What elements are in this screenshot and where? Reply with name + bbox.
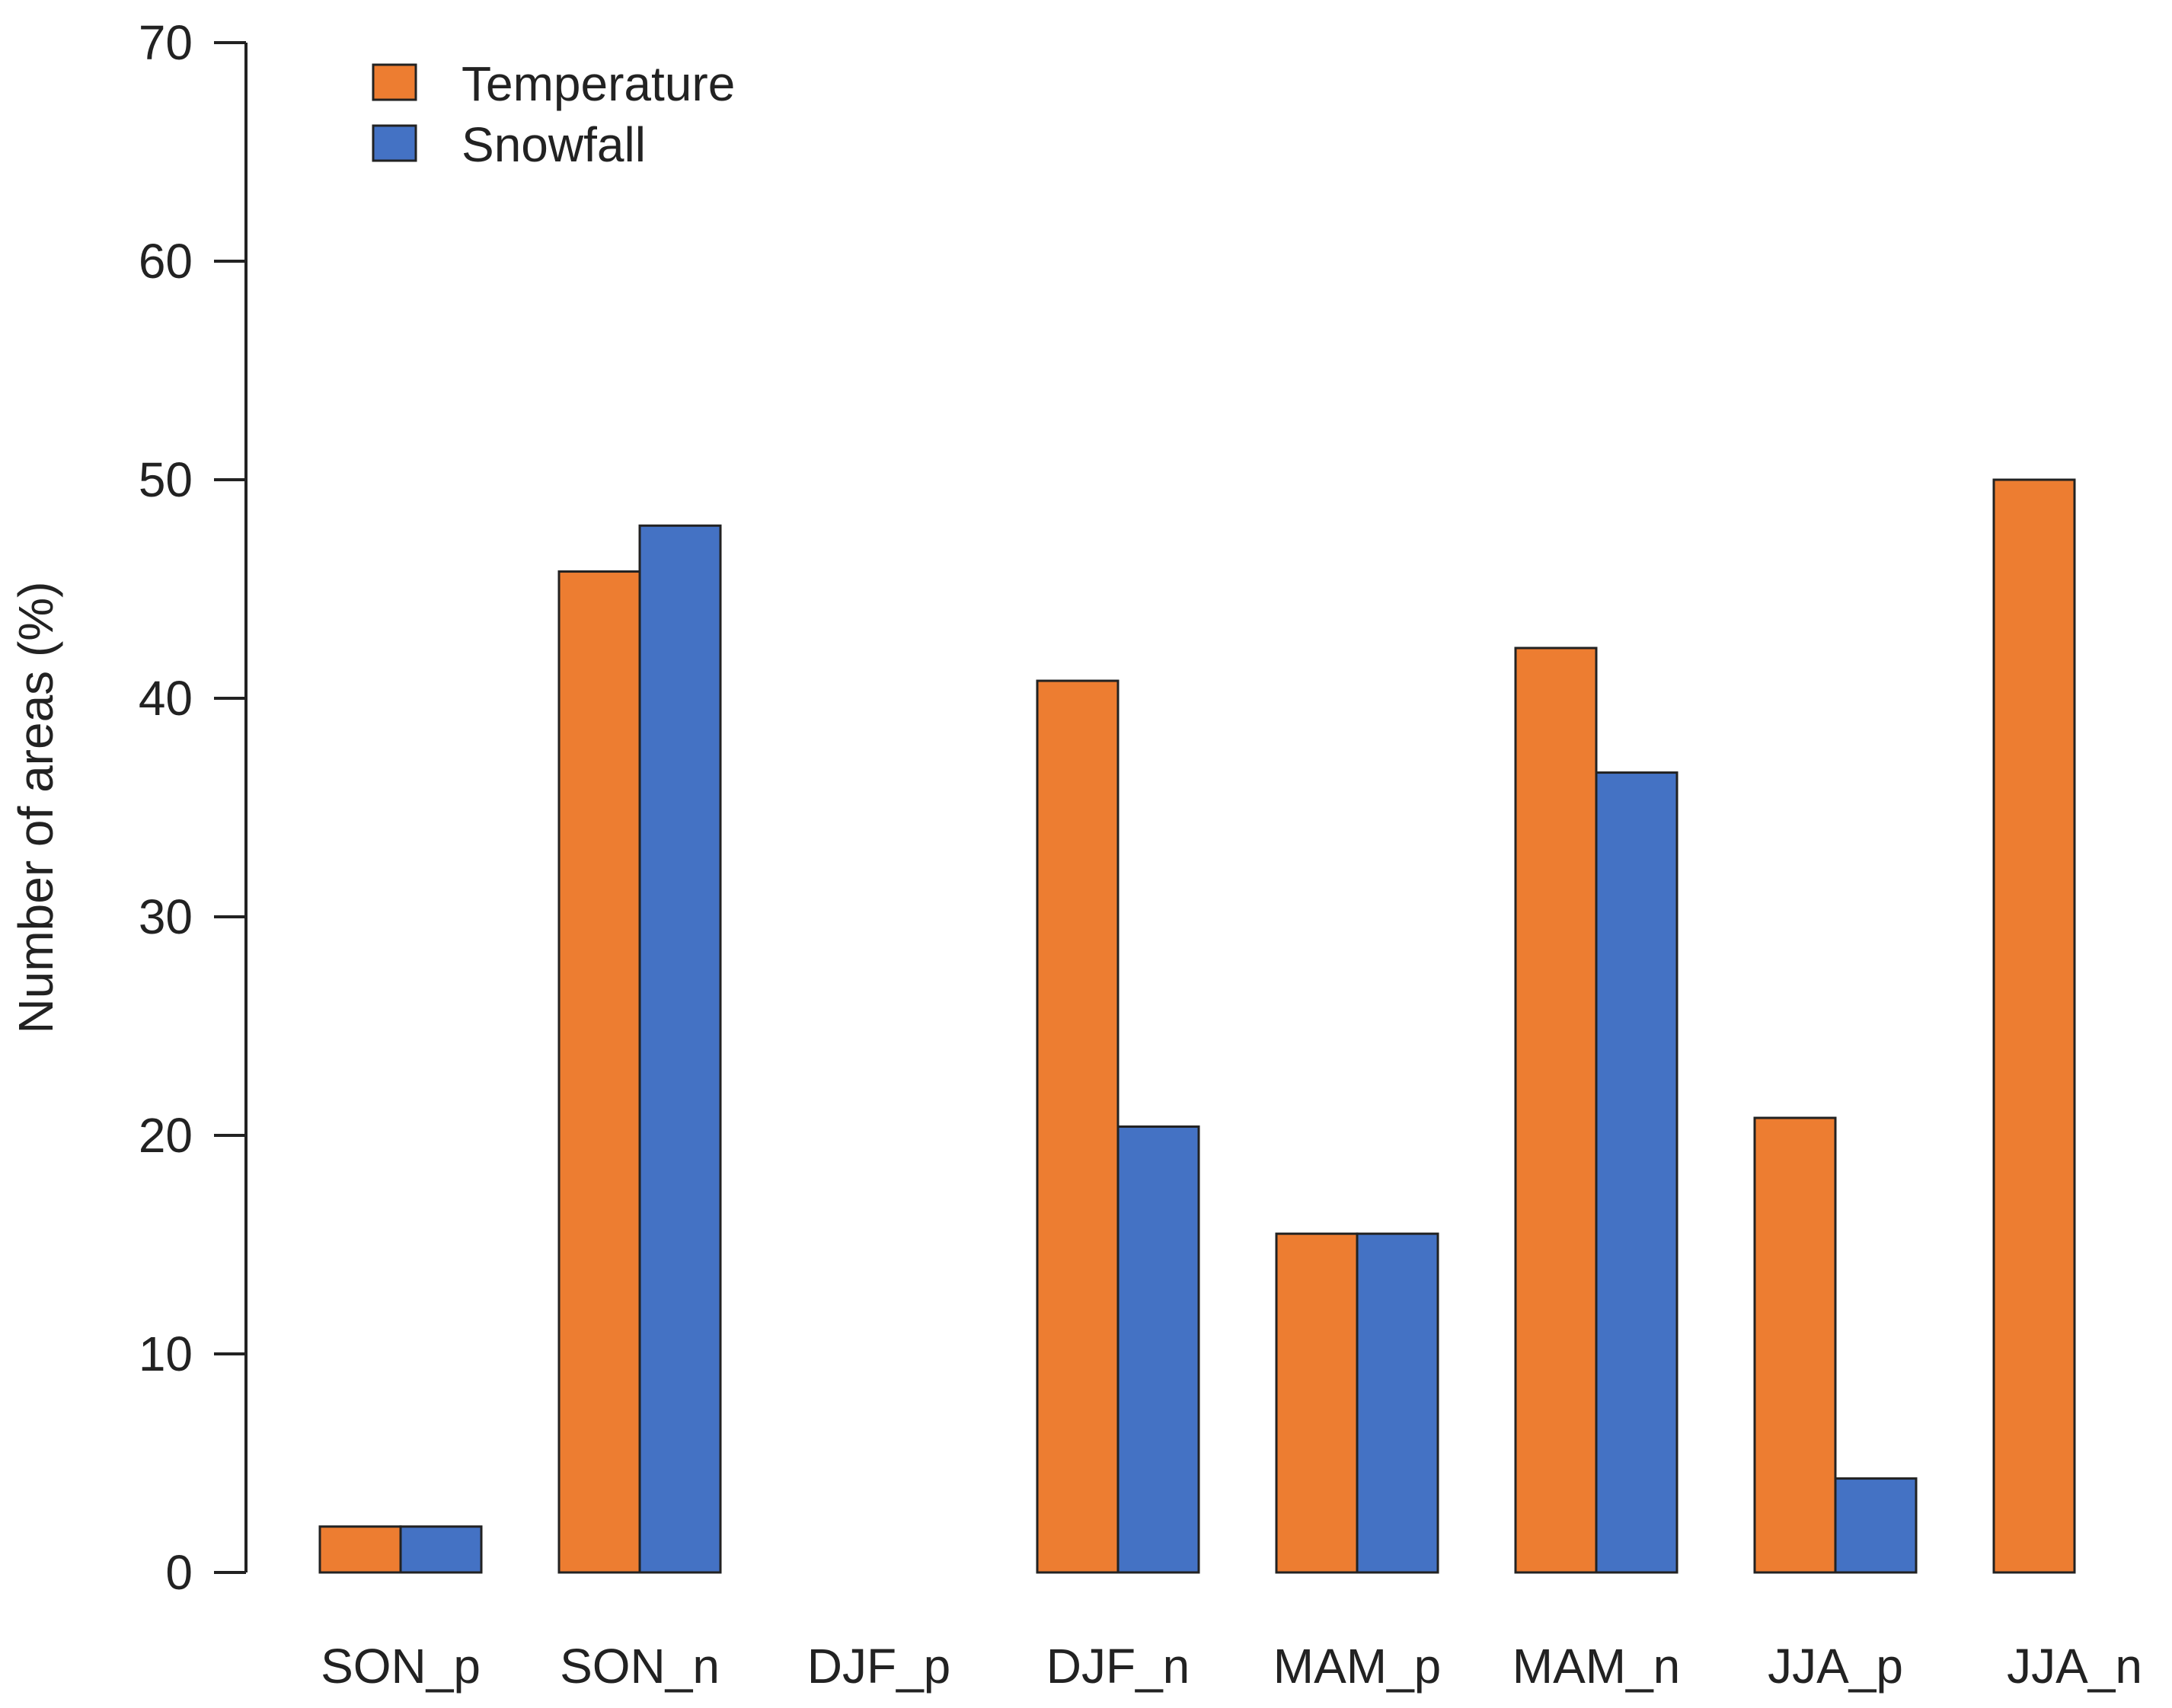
y-tick-label: 30 [139, 889, 193, 944]
y-axis-title: Number of areas (%) [8, 582, 63, 1034]
y-tick-label: 50 [139, 452, 193, 507]
legend-label-snowfall: Snowfall [462, 117, 646, 172]
x-tick-label: JJA_p [1768, 1639, 1903, 1694]
x-tick-label: SON_n [560, 1639, 720, 1694]
bar-group-DJF_n [1036, 679, 1200, 1574]
y-tick-label: 60 [139, 234, 193, 289]
y-tick-label: 70 [139, 15, 193, 70]
y-tick-label: 40 [139, 671, 193, 726]
bar-temperature-JJA_n [1992, 478, 2076, 1574]
bar-temperature-SON_n [557, 570, 641, 1574]
bar-temperature-MAM_p [1275, 1232, 1359, 1574]
x-tick-label: DJF_p [807, 1639, 951, 1694]
y-axis: 0 10 20 30 40 50 60 70 [139, 15, 248, 1600]
x-axis: SON_p SON_n DJF_p DJF_n MAM_p MAM_n JJA_p JJA_n [321, 1639, 2142, 1694]
x-tick-label: MAM_n [1512, 1639, 1681, 1694]
legend-swatch-temperature [372, 63, 417, 101]
bar-temperature-JJA_p [1753, 1116, 1837, 1574]
bar-snowfall-SON_n [638, 524, 722, 1574]
bar-snowfall-MAM_n [1595, 771, 1679, 1574]
bar-snowfall-SON_p [399, 1525, 483, 1574]
bar-snowfall-MAM_p [1356, 1232, 1439, 1574]
bar-temperature-MAM_n [1514, 646, 1598, 1574]
bar-group-SON_n [557, 524, 722, 1574]
x-tick-label: DJF_n [1046, 1639, 1190, 1694]
bar-temperature-SON_p [318, 1525, 402, 1574]
y-tick-label: 20 [139, 1108, 193, 1163]
x-tick-label: JJA_n [2007, 1639, 2142, 1694]
bar-group-JJA_n [1992, 478, 2076, 1574]
x-tick-label: SON_p [321, 1639, 481, 1694]
bar-snowfall-JJA_p [1834, 1477, 1918, 1574]
x-tick-label: MAM_p [1273, 1639, 1442, 1694]
bar-group-SON_p [318, 1525, 483, 1574]
bar-temperature-DJF_n [1036, 679, 1120, 1574]
bar-group-JJA_p [1753, 1116, 1918, 1574]
y-tick-label: 0 [165, 1545, 193, 1600]
legend: Temperature Snowfall [372, 56, 735, 172]
y-tick-label: 10 [139, 1326, 193, 1381]
bar-group-MAM_n [1514, 646, 1679, 1574]
bars-group [318, 478, 2076, 1574]
bar-group-MAM_p [1275, 1232, 1439, 1574]
legend-label-temperature: Temperature [462, 56, 735, 111]
bar-snowfall-DJF_n [1116, 1125, 1200, 1574]
legend-swatch-snowfall [372, 124, 417, 162]
